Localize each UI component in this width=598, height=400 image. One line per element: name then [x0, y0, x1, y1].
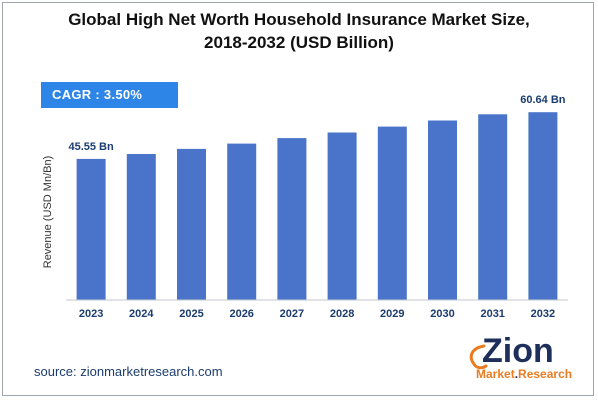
bar-2031	[478, 114, 508, 300]
x-tick-labels: 2023 2024 2025 2026 2027 2028 2029 2030 2031 2032	[79, 308, 555, 320]
bar-2028	[327, 132, 357, 300]
bar-2027	[277, 138, 307, 300]
logo-word: Zion	[482, 332, 554, 370]
logo-tag-right: Research	[518, 367, 573, 381]
source-text: source: zionmarketresearch.com	[34, 364, 223, 379]
bar-2026	[227, 143, 257, 300]
chart-title: Global High Net Worth Household Insuranc…	[0, 8, 598, 54]
x-tick-label-2032: 2032	[531, 308, 555, 320]
logo-tagline: Market.Research	[476, 367, 572, 381]
x-tick-label-2029: 2029	[380, 308, 404, 320]
title-line-1: Global High Net Worth Household Insuranc…	[68, 10, 530, 29]
logo-tag-left: Market	[476, 367, 515, 381]
bar-2030	[428, 120, 457, 300]
x-tick-label-2031: 2031	[480, 308, 504, 320]
logo-swirl-icon	[469, 344, 488, 370]
y-axis-label: Revenue (USD Mn/Bn)	[42, 156, 54, 269]
x-tick-label-2027: 2027	[280, 308, 304, 320]
x-tick-label-2026: 2026	[229, 308, 253, 320]
zion-logo: Zion Market.Research	[466, 332, 576, 384]
bar-2023	[76, 158, 106, 300]
data-labels: 45.55 Bn 60.64 Bn	[68, 94, 565, 153]
bar-2032	[528, 112, 558, 300]
x-tick-label-2023: 2023	[79, 308, 103, 320]
bars-group	[76, 112, 558, 300]
title-line-2: 2018-2032 (USD Billion)	[204, 33, 394, 52]
x-tick-label-2024: 2024	[129, 308, 154, 320]
x-tick-label-2028: 2028	[330, 308, 354, 320]
cagr-badge: CAGR : 3.50%	[41, 82, 178, 108]
data-label-2032: 60.64 Bn	[520, 94, 566, 106]
data-label-2023: 45.55 Bn	[68, 141, 114, 153]
x-tick-label-2025: 2025	[179, 308, 203, 320]
x-tick-label-2030: 2030	[430, 308, 454, 320]
bar-2025	[177, 148, 206, 300]
bar-2024	[126, 154, 156, 300]
bar-2029	[377, 126, 407, 300]
logo-tag-dot: .	[514, 367, 519, 381]
